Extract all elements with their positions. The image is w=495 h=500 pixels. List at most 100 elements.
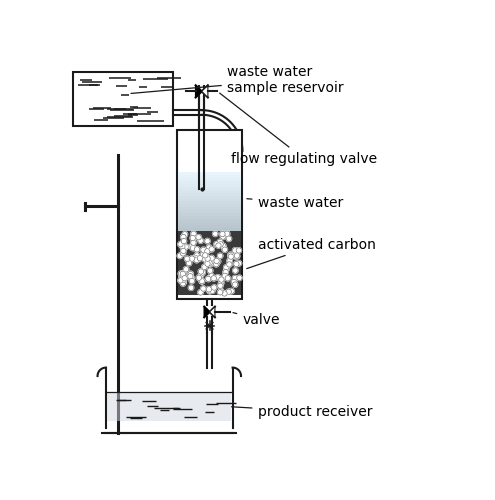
Circle shape [189,256,195,262]
Circle shape [210,288,215,294]
Circle shape [206,276,211,281]
Circle shape [222,273,228,278]
Bar [178,225,241,228]
Circle shape [198,238,203,244]
Circle shape [181,234,186,240]
Circle shape [224,264,229,270]
Circle shape [200,247,206,252]
Polygon shape [204,306,209,318]
Circle shape [232,254,238,259]
Bar [178,208,241,210]
Circle shape [211,276,216,281]
Circle shape [180,271,186,276]
Circle shape [217,290,223,295]
Circle shape [182,232,188,237]
Circle shape [196,275,201,280]
Circle shape [190,236,196,240]
Circle shape [200,270,205,275]
Circle shape [200,286,206,291]
Circle shape [228,252,233,258]
Bar [107,392,232,422]
Circle shape [229,288,234,294]
Circle shape [202,252,208,258]
Bar [73,72,173,126]
Circle shape [213,231,218,236]
Bar [178,196,241,198]
Bar [178,202,241,204]
Bar [177,130,242,298]
Circle shape [180,244,185,249]
Circle shape [181,279,186,284]
Circle shape [181,277,186,282]
Circle shape [233,268,238,273]
Circle shape [231,280,237,284]
Polygon shape [196,85,202,98]
Circle shape [234,261,239,266]
Circle shape [178,278,183,283]
Circle shape [207,268,213,274]
Circle shape [191,236,197,240]
Circle shape [207,288,212,294]
Circle shape [187,260,192,266]
Polygon shape [209,306,215,318]
Circle shape [198,272,203,278]
Circle shape [216,243,221,248]
Bar [178,172,241,175]
Bar [178,178,241,181]
Circle shape [184,266,189,272]
Circle shape [213,262,219,267]
Bar [178,214,241,216]
Circle shape [224,266,229,272]
Bar [178,222,241,225]
Bar [178,175,241,178]
Circle shape [181,248,186,254]
Text: product receiver: product receiver [232,404,372,418]
Circle shape [232,276,238,281]
Circle shape [222,291,227,296]
Bar [178,192,241,196]
Circle shape [227,262,232,267]
Circle shape [189,278,195,283]
Circle shape [224,231,230,236]
Circle shape [194,254,199,260]
Circle shape [217,239,223,244]
Circle shape [205,256,210,262]
Bar [178,219,241,222]
Circle shape [188,274,193,279]
Circle shape [181,272,186,276]
Bar [178,210,241,214]
Circle shape [221,244,226,248]
Circle shape [209,246,214,252]
Text: activated carbon: activated carbon [247,238,375,268]
Circle shape [182,276,187,281]
Text: valve: valve [233,312,280,326]
Circle shape [233,248,238,253]
Circle shape [179,274,184,280]
Circle shape [189,285,194,290]
Circle shape [190,246,196,250]
Bar [178,216,241,219]
Circle shape [207,260,212,266]
Circle shape [209,256,214,260]
Circle shape [191,231,196,236]
Circle shape [237,275,242,280]
Circle shape [228,254,234,260]
Text: waste water: waste water [247,196,343,209]
Bar [178,190,241,192]
Bar [178,204,241,208]
Circle shape [194,258,199,263]
Circle shape [218,242,223,247]
Circle shape [198,269,203,274]
Circle shape [215,258,221,264]
Circle shape [178,242,183,247]
Circle shape [198,290,203,295]
Bar [178,231,241,295]
Circle shape [223,270,228,274]
Circle shape [199,278,204,284]
Circle shape [214,242,219,247]
Circle shape [232,282,238,288]
Text: waste water
sample reservoir: waste water sample reservoir [131,65,344,95]
Circle shape [177,253,183,258]
Circle shape [206,245,212,250]
Bar [178,186,241,190]
